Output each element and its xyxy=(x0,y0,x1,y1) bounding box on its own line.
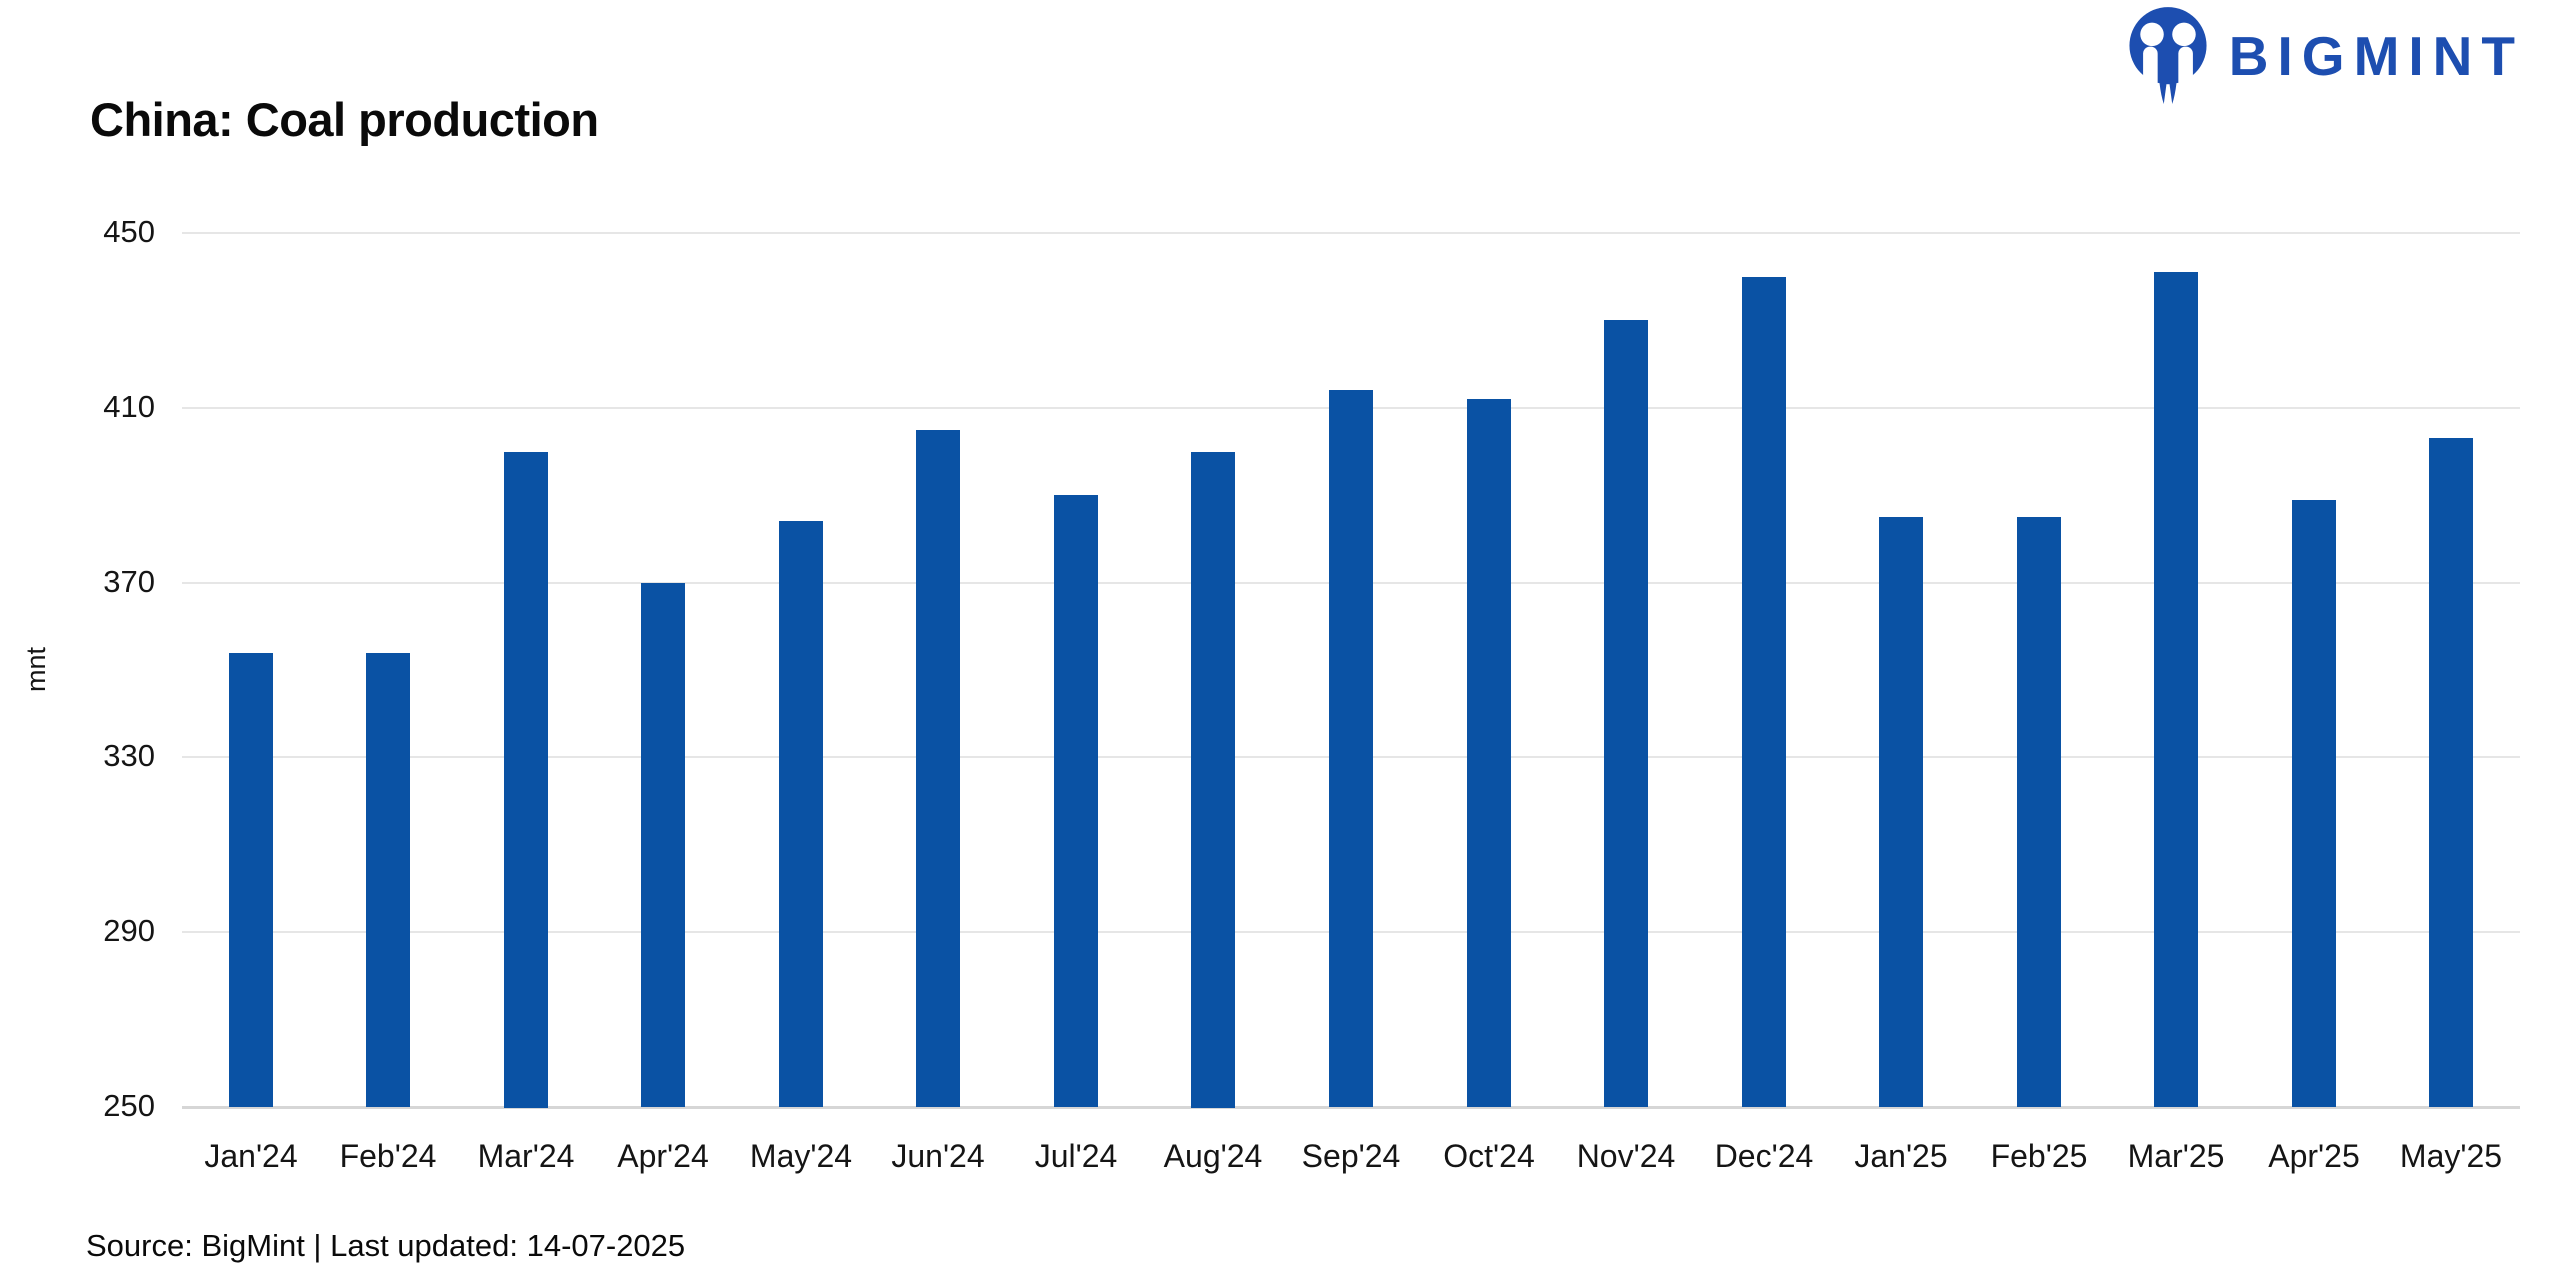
x-tick-label-Feb-25: Feb'25 xyxy=(1990,1138,2088,1174)
bar-Jun-24 xyxy=(916,430,960,1107)
x-tick-label-Apr-25: Apr'25 xyxy=(2268,1138,2360,1174)
bar-Oct-24 xyxy=(1467,399,1511,1107)
gridline-450 xyxy=(182,232,2520,234)
x-tick-label-Mar-24: Mar'24 xyxy=(477,1138,575,1174)
x-tick-label-Sep-24: Sep'24 xyxy=(1301,1138,1401,1174)
y-tick-label-290: 290 xyxy=(103,913,155,948)
x-tick-label-May-24: May'24 xyxy=(749,1138,853,1174)
bar-May-25 xyxy=(2429,438,2473,1107)
bar-Apr-25 xyxy=(2292,500,2336,1107)
x-tick-label-Dec-24: Dec'24 xyxy=(1714,1138,1814,1174)
bar-Mar-24 xyxy=(504,452,548,1108)
bar-Mar-25 xyxy=(2154,272,2198,1107)
y-tick-label-330: 330 xyxy=(103,738,155,773)
source-note: Source: BigMint | Last updated: 14-07-20… xyxy=(86,1228,686,1263)
x-tick-label-Jun-24: Jun'24 xyxy=(891,1138,985,1174)
bar-Feb-24 xyxy=(366,653,410,1107)
x-tick-label-Mar-25: Mar'25 xyxy=(2127,1138,2225,1174)
bigmint-logo: BIGMINT xyxy=(2121,6,2524,106)
x-tick-label-May-25: May'25 xyxy=(2399,1138,2503,1174)
y-tick-label-250: 250 xyxy=(103,1088,155,1123)
y-tick-label-450: 450 xyxy=(103,214,155,249)
x-tick-label-Aug-24: Aug'24 xyxy=(1163,1138,1263,1174)
x-tick-label-Nov-24: Nov'24 xyxy=(1576,1138,1676,1174)
bar-Apr-24 xyxy=(641,583,685,1107)
x-tick-label-Jan-24: Jan'24 xyxy=(204,1138,298,1174)
bar-Feb-25 xyxy=(2017,517,2061,1107)
x-tick-label-Apr-24: Apr'24 xyxy=(617,1138,709,1174)
bar-Jul-24 xyxy=(1054,495,1098,1107)
bar-Dec-24 xyxy=(1742,277,1786,1107)
y-axis-title: mnt xyxy=(21,646,52,693)
x-tick-label-Jan-25: Jan'25 xyxy=(1854,1138,1948,1174)
bar-May-24 xyxy=(779,521,823,1107)
bar-Aug-24 xyxy=(1191,452,1235,1108)
bar-Jan-24 xyxy=(229,653,273,1107)
x-tick-label-Jul-24: Jul'24 xyxy=(1034,1138,1118,1174)
bigmint-logo-icon xyxy=(2129,7,2207,104)
bar-Jan-25 xyxy=(1879,517,1923,1107)
x-tick-label-Oct-24: Oct'24 xyxy=(1443,1138,1535,1174)
bar-Sep-24 xyxy=(1329,390,1373,1107)
y-tick-label-410: 410 xyxy=(103,389,155,424)
page-title: China: Coal production xyxy=(90,93,599,146)
bigmint-logo-text: BIGMINT xyxy=(2228,25,2524,87)
bar-Nov-24 xyxy=(1604,320,1648,1107)
y-tick-label-370: 370 xyxy=(103,564,155,599)
x-tick-label-Feb-24: Feb'24 xyxy=(339,1138,437,1174)
x-axis-line xyxy=(182,1106,2520,1109)
